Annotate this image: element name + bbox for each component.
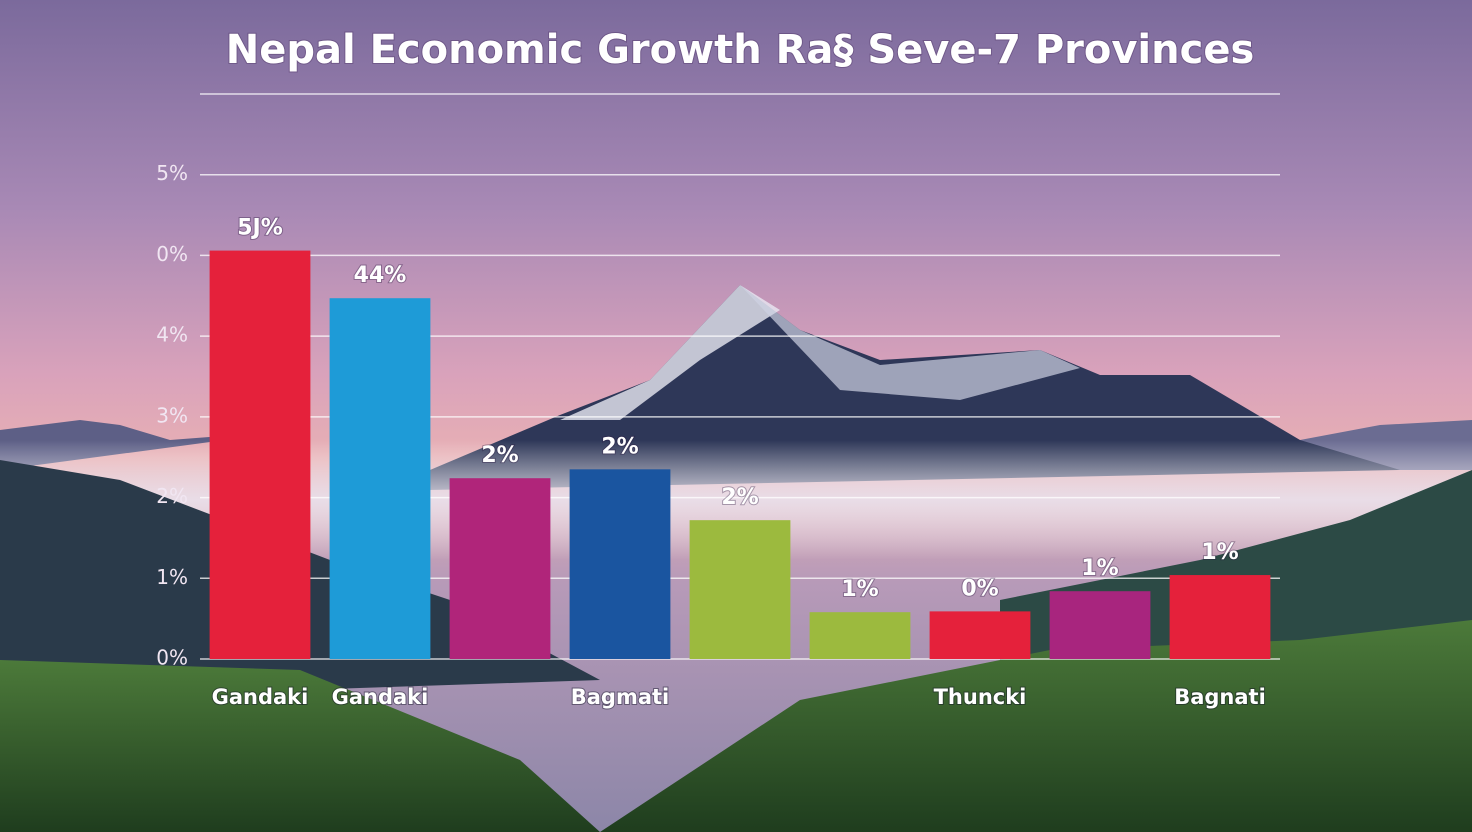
x-tick-label: Gandaki bbox=[212, 685, 309, 709]
value-label: 0% bbox=[961, 576, 998, 601]
y-tick-label: 0% bbox=[156, 646, 188, 670]
bar bbox=[329, 298, 431, 659]
y-tick-label: 0% bbox=[156, 242, 188, 266]
value-label: 1% bbox=[1201, 540, 1238, 565]
value-label: 1% bbox=[1081, 556, 1118, 581]
bar bbox=[929, 611, 1031, 659]
x-tick-label: Thuncki bbox=[934, 685, 1027, 709]
value-label: 2% bbox=[721, 485, 758, 510]
bar bbox=[1169, 575, 1271, 659]
y-tick-label: 4% bbox=[156, 323, 188, 347]
bar bbox=[449, 478, 551, 659]
bar bbox=[689, 520, 791, 659]
bar bbox=[1049, 591, 1151, 659]
value-label: 2% bbox=[481, 443, 518, 468]
x-tick-label: Bagmati bbox=[571, 685, 670, 709]
x-tick-label: Bagnati bbox=[1174, 685, 1266, 709]
value-label: 44% bbox=[354, 263, 407, 288]
y-tick-label: 2% bbox=[156, 484, 188, 508]
value-label: 2% bbox=[601, 434, 638, 459]
y-tick-label: 3% bbox=[156, 403, 188, 427]
value-label: 1% bbox=[841, 577, 878, 602]
bar bbox=[569, 469, 671, 659]
x-tick-label: Gandaki bbox=[332, 685, 429, 709]
chart-title: Nepal Economic Growth Ra§ Seve-7 Provinc… bbox=[226, 27, 1255, 73]
value-label: 5J% bbox=[237, 216, 283, 241]
y-tick-label: 5% bbox=[156, 161, 188, 185]
bar bbox=[809, 612, 911, 659]
y-tick-label: 1% bbox=[156, 565, 188, 589]
bar bbox=[209, 250, 311, 660]
